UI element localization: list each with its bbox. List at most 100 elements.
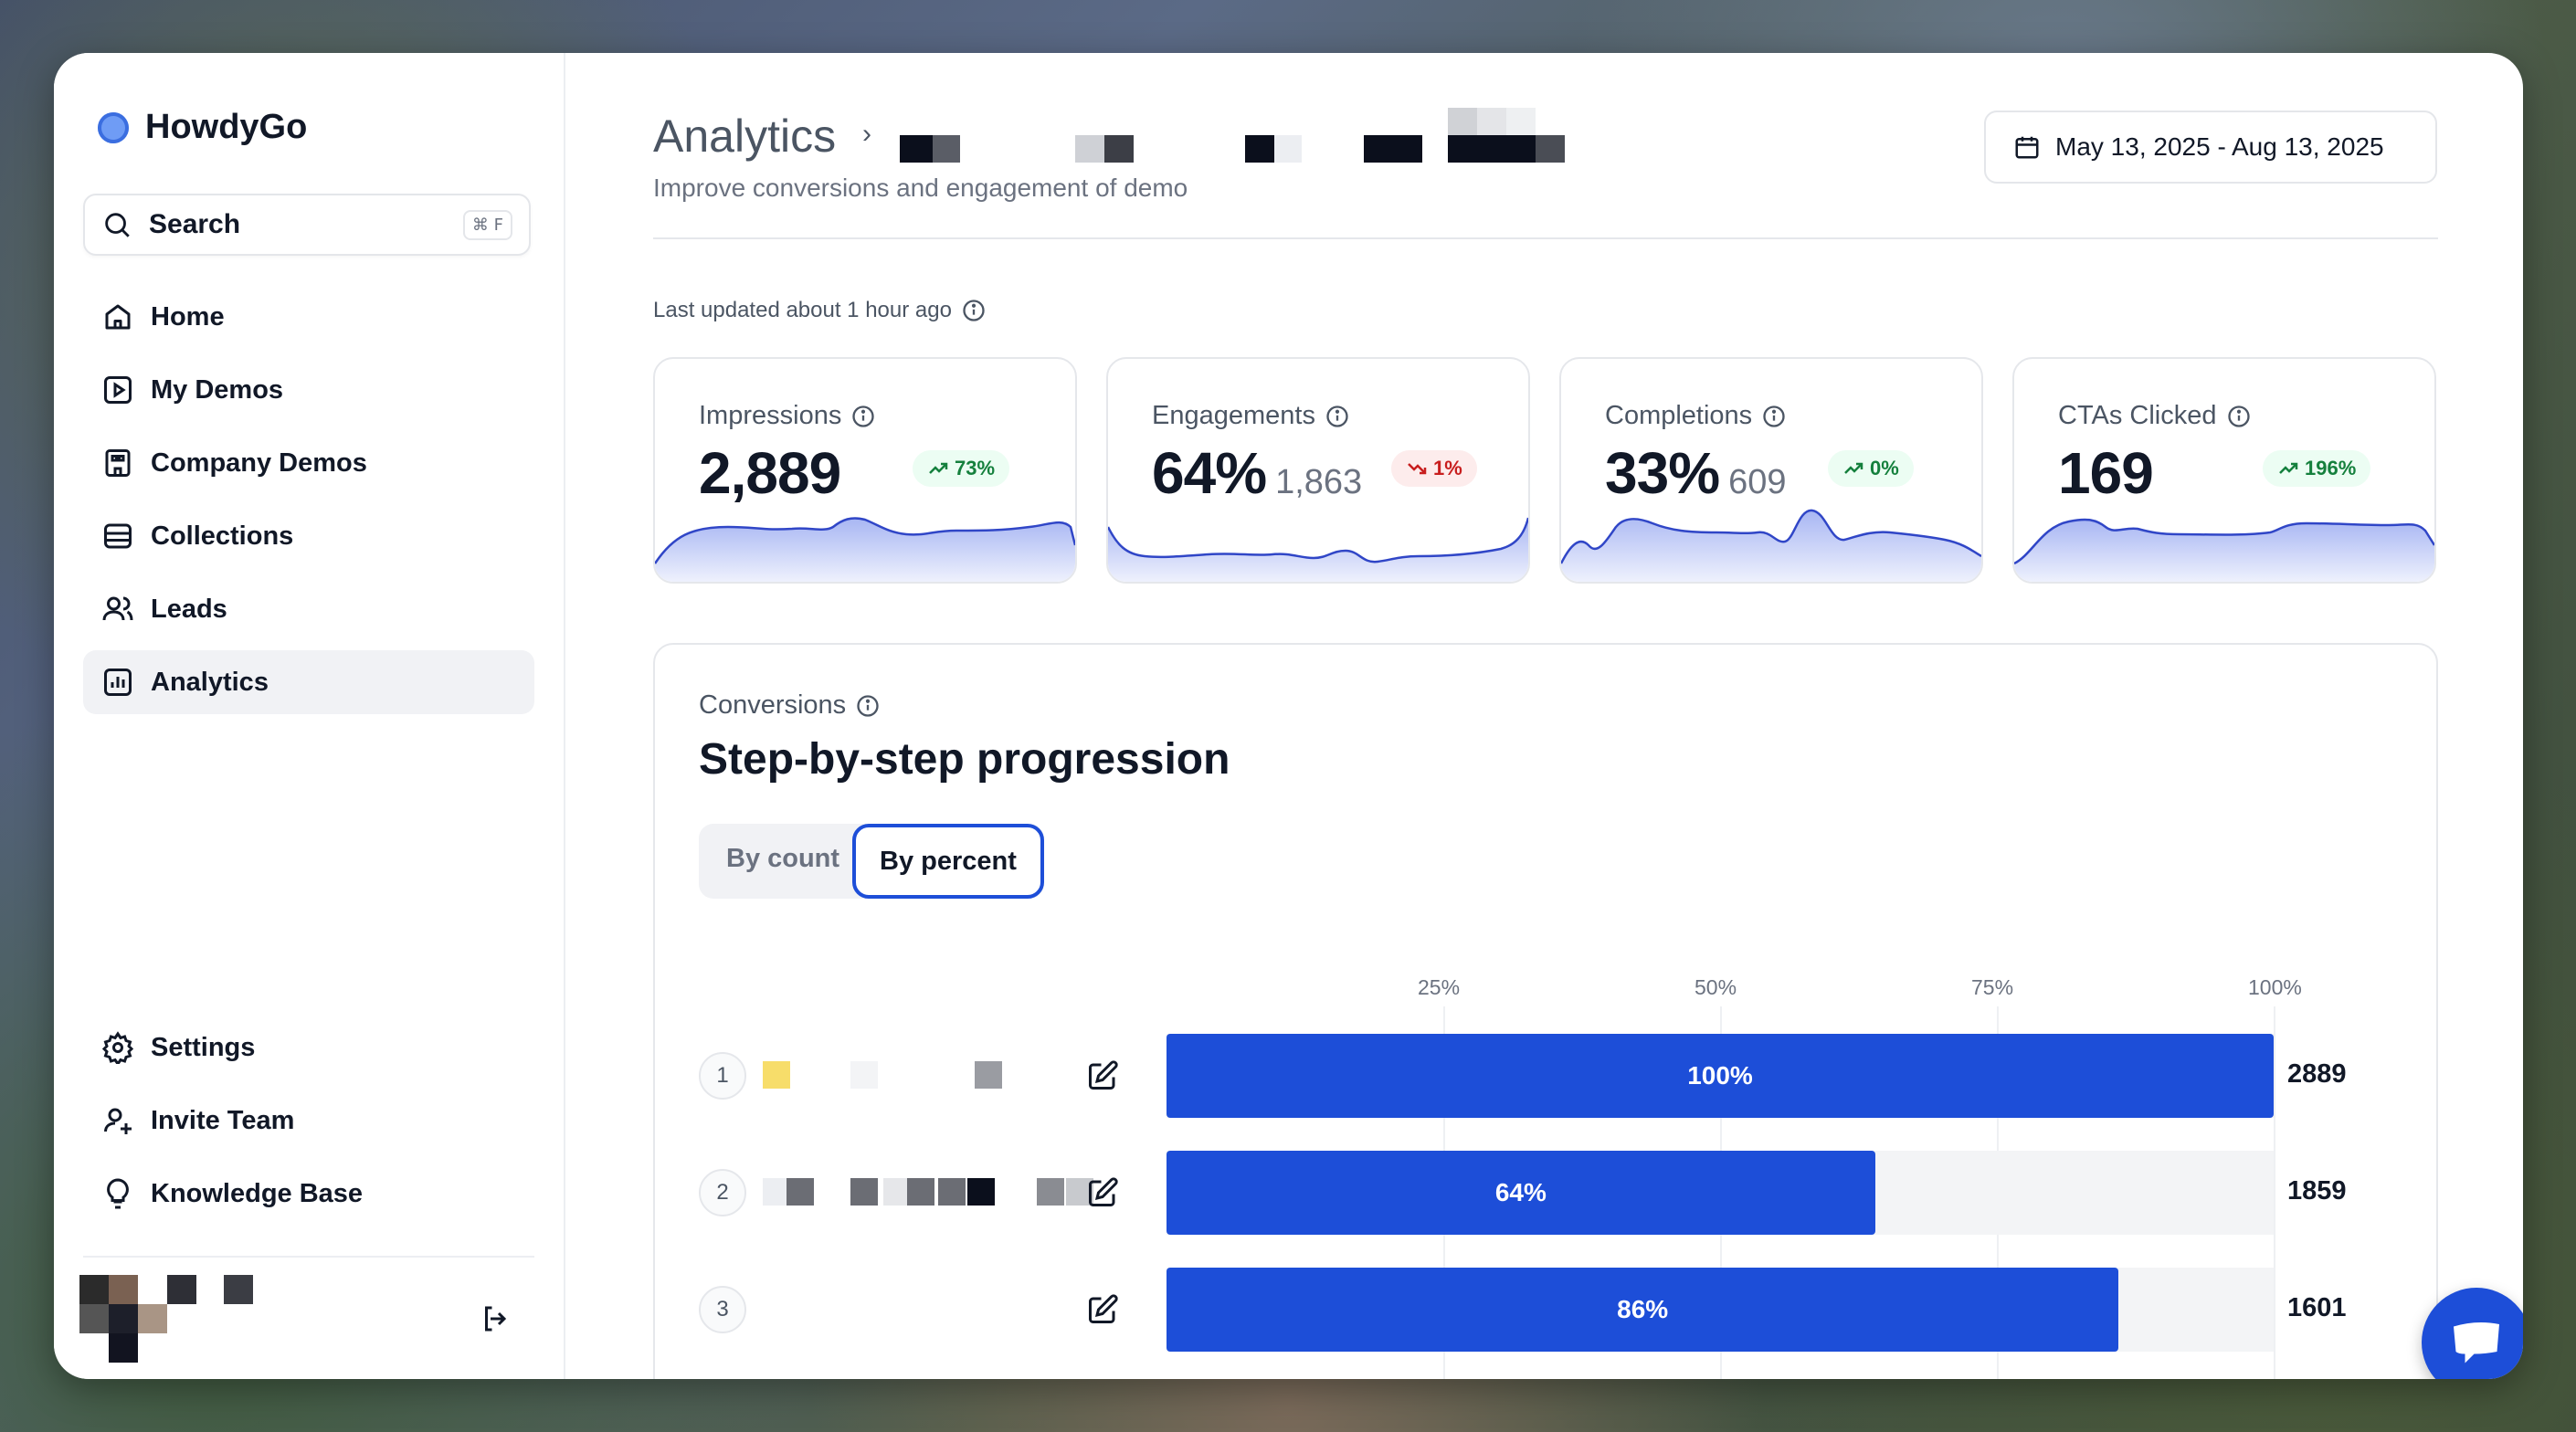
info-icon[interactable] bbox=[2226, 404, 2252, 429]
secondary-nav: Settings Invite Team Knowledge Base bbox=[83, 1016, 534, 1235]
progress-bar: 86% bbox=[1167, 1268, 2119, 1352]
app-name: HowdyGo bbox=[145, 108, 308, 146]
card-subvalue: 609 bbox=[1728, 463, 1787, 501]
step-number: 3 bbox=[699, 1286, 746, 1333]
sidebar-item-label: Analytics bbox=[151, 667, 269, 697]
home-icon bbox=[105, 304, 131, 330]
sidebar-item-company-demos[interactable]: Company Demos bbox=[83, 431, 534, 495]
info-icon[interactable] bbox=[855, 693, 881, 719]
gear-icon bbox=[101, 1031, 134, 1064]
sidebar-item-knowledge-base[interactable]: Knowledge Base bbox=[83, 1162, 534, 1226]
sidebar-item-label: Company Demos bbox=[151, 448, 367, 478]
sidebar-item-home[interactable]: Home bbox=[83, 285, 534, 349]
step-name bbox=[763, 1178, 1093, 1207]
sidebar-item-my-demos[interactable]: My Demos bbox=[83, 358, 534, 422]
impressions-sparkline bbox=[655, 517, 1075, 582]
step-number: 2 bbox=[699, 1169, 746, 1216]
chat-button[interactable] bbox=[2422, 1288, 2523, 1379]
search-label: Search bbox=[149, 209, 241, 239]
sidebar-item-label: My Demos bbox=[151, 374, 284, 405]
card-value: 33% 609 bbox=[1605, 440, 1787, 506]
search-input[interactable]: Search ⌘ F bbox=[83, 194, 531, 256]
avatar[interactable] bbox=[79, 1275, 262, 1366]
header-divider bbox=[653, 237, 2438, 239]
app-window: HowdyGo Search ⌘ F Home My Demos Company… bbox=[54, 53, 2523, 1379]
users-icon bbox=[102, 596, 133, 621]
axis-tick-label: 100% bbox=[2248, 975, 2302, 999]
trend-badge: 196% bbox=[2263, 450, 2371, 487]
search-shortcut: ⌘ F bbox=[462, 209, 512, 240]
page-subtitle: Improve conversions and engagement of de… bbox=[653, 174, 1188, 202]
sidebar-item-invite-team[interactable]: Invite Team bbox=[83, 1089, 534, 1153]
layers-icon bbox=[104, 523, 132, 549]
progress-track: 64% bbox=[1167, 1151, 2274, 1235]
progress-bar: 100% bbox=[1167, 1034, 2274, 1118]
trend-down-icon bbox=[1408, 463, 1427, 475]
edit-icon[interactable] bbox=[1086, 1293, 1119, 1326]
main-nav: Home My Demos Company Demos Collections … bbox=[83, 285, 534, 723]
progress-track: 100% bbox=[1167, 1034, 2274, 1118]
lightbulb-icon bbox=[107, 1178, 129, 1209]
sidebar-item-label: Settings bbox=[151, 1032, 256, 1062]
step-row: 3 86% 1601 bbox=[655, 1268, 2436, 1352]
step-name bbox=[763, 1061, 1073, 1090]
last-updated: Last updated about 1 hour ago bbox=[653, 298, 987, 323]
edit-icon[interactable] bbox=[1086, 1176, 1119, 1209]
conversions-label: Conversions bbox=[699, 690, 881, 721]
trend-badge: 73% bbox=[913, 450, 1010, 487]
sidebar: HowdyGo Search ⌘ F Home My Demos Company… bbox=[54, 53, 565, 1379]
card-engagements: Engagements 64% 1,863 1% bbox=[1106, 357, 1530, 584]
sidebar-item-label: Knowledge Base bbox=[151, 1178, 364, 1208]
sidebar-item-label: Collections bbox=[151, 521, 294, 551]
progress-track: 86% bbox=[1167, 1268, 2274, 1352]
app-logo[interactable]: HowdyGo bbox=[98, 108, 307, 147]
last-updated-text: Last updated about 1 hour ago bbox=[653, 298, 952, 322]
date-range-picker[interactable]: May 13, 2025 - Aug 13, 2025 bbox=[1984, 111, 2437, 184]
sidebar-item-collections[interactable]: Collections bbox=[83, 504, 534, 568]
page-title: Analytics bbox=[653, 111, 837, 162]
toggle-by-count[interactable]: By count bbox=[726, 844, 840, 873]
logo-icon bbox=[98, 111, 129, 143]
conversions-panel: Conversions Step-by-step progression By … bbox=[653, 643, 2438, 1379]
search-icon bbox=[105, 213, 130, 237]
view-toggle: By count By percent bbox=[699, 824, 1044, 899]
trend-badge: 0% bbox=[1828, 450, 1914, 487]
sidebar-divider bbox=[83, 1256, 534, 1258]
building-icon bbox=[105, 449, 131, 477]
engagements-sparkline bbox=[1108, 517, 1528, 582]
card-impressions: Impressions 2,889 73% bbox=[653, 357, 1077, 584]
step-count: 1601 bbox=[2287, 1293, 2347, 1322]
toggle-by-percent[interactable]: By percent bbox=[852, 824, 1044, 899]
sidebar-item-settings[interactable]: Settings bbox=[83, 1016, 534, 1079]
info-icon[interactable] bbox=[1761, 404, 1787, 429]
card-value: 2,889 bbox=[699, 440, 841, 506]
card-value: 64% 1,863 bbox=[1152, 440, 1363, 506]
user-plus-icon bbox=[104, 1108, 132, 1134]
step-count: 2889 bbox=[2287, 1059, 2347, 1089]
completions-sparkline bbox=[1561, 509, 1981, 582]
info-icon[interactable] bbox=[1325, 404, 1350, 429]
sidebar-item-analytics[interactable]: Analytics bbox=[83, 650, 534, 714]
axis-tick-label: 50% bbox=[1694, 975, 1737, 999]
edit-icon[interactable] bbox=[1086, 1059, 1119, 1092]
step-number: 1 bbox=[699, 1052, 746, 1100]
info-icon[interactable] bbox=[850, 404, 876, 429]
conversions-title: Step-by-step progression bbox=[699, 735, 1230, 784]
info-icon[interactable] bbox=[961, 298, 987, 323]
trend-badge: 1% bbox=[1391, 450, 1477, 487]
sidebar-item-label: Leads bbox=[151, 594, 227, 624]
step-row: 1 100% 2889 bbox=[655, 1034, 2436, 1118]
step-row: 2 64% 1859 bbox=[655, 1151, 2436, 1235]
card-title: CTAs Clicked bbox=[2058, 401, 2252, 431]
card-value: 169 bbox=[2058, 440, 2154, 506]
chat-icon bbox=[2454, 1322, 2499, 1364]
logout-icon[interactable] bbox=[480, 1302, 512, 1335]
step-name bbox=[763, 1295, 1073, 1324]
sidebar-item-leads[interactable]: Leads bbox=[83, 577, 534, 641]
bar-chart-icon bbox=[104, 669, 132, 696]
breadcrumb-demo-name[interactable] bbox=[900, 108, 1567, 217]
trend-up-icon bbox=[2279, 462, 2298, 474]
card-title: Engagements bbox=[1152, 401, 1350, 431]
play-square-icon bbox=[104, 376, 132, 404]
step-count: 1859 bbox=[2287, 1176, 2347, 1206]
